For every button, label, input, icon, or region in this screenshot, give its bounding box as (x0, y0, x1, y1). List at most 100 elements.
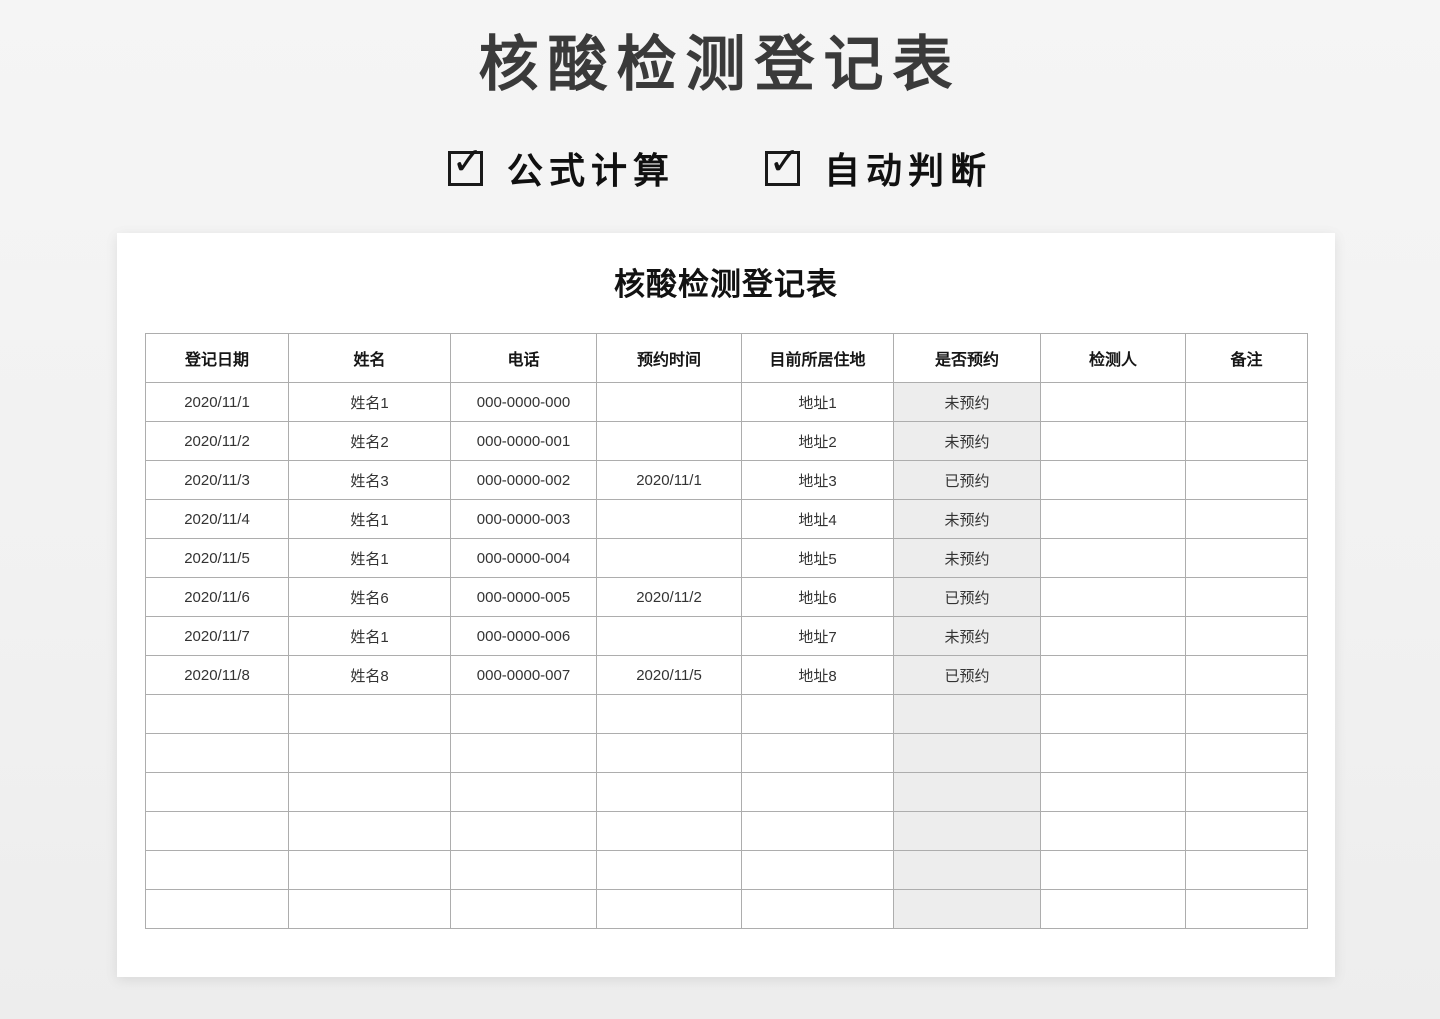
table-row: 2020/11/3 姓名3 000-0000-002 2020/11/1 地址3 已预约 (145, 460, 1308, 500)
cell-register-date (145, 889, 289, 929)
cell-appointment-time (596, 382, 742, 422)
table-row (145, 733, 1308, 773)
cell-current-address: 地址2 (741, 421, 894, 461)
cell-name (288, 694, 451, 734)
cell-phone: 000-0000-000 (450, 382, 597, 422)
cell-current-address (741, 772, 894, 812)
cell-register-date: 2020/11/4 (145, 499, 289, 539)
cell-tester (1040, 616, 1186, 656)
col-header-is-booked: 是否预约 (893, 333, 1041, 383)
page-title: 核酸检测登记表 (478, 30, 962, 100)
cell-appointment-time (596, 538, 742, 578)
col-header-current-address: 目前所居住地 (741, 333, 894, 383)
cell-appointment-time: 2020/11/2 (596, 577, 742, 617)
cell-register-date (145, 733, 289, 773)
cell-remark (1185, 382, 1308, 422)
cell-remark (1185, 460, 1308, 500)
cell-is-booked: 已预约 (893, 655, 1041, 695)
cell-register-date: 2020/11/6 (145, 577, 289, 617)
feature-label-auto-judge: 自动判断 (824, 150, 993, 192)
template-preview-card: 核酸检测登记表 登记日期 姓名 电话 预约时间 目前所居住地 是否预约 检测人 … (117, 233, 1335, 977)
cell-tester (1040, 655, 1186, 695)
table-row: 2020/11/7 姓名1 000-0000-006 地址7 未预约 (145, 616, 1308, 656)
cell-name (288, 811, 451, 851)
checkbox-checked-icon[interactable]: ✓ (765, 142, 800, 186)
cell-current-address: 地址6 (741, 577, 894, 617)
cell-appointment-time (596, 733, 742, 773)
cell-register-date (145, 694, 289, 734)
cell-remark (1185, 850, 1308, 890)
cell-name: 姓名1 (288, 499, 451, 539)
cell-register-date: 2020/11/1 (145, 382, 289, 422)
cell-register-date (145, 850, 289, 890)
cell-phone: 000-0000-005 (450, 577, 597, 617)
table-row: 2020/11/1 姓名1 000-0000-000 地址1 未预约 (145, 382, 1308, 422)
cell-name (288, 733, 451, 773)
table-row (145, 772, 1308, 812)
cell-appointment-time (596, 811, 742, 851)
cell-register-date: 2020/11/7 (145, 616, 289, 656)
cell-phone: 000-0000-002 (450, 460, 597, 500)
cell-remark (1185, 577, 1308, 617)
cell-current-address (741, 811, 894, 851)
registration-table: 登记日期 姓名 电话 预约时间 目前所居住地 是否预约 检测人 备注 2020/… (145, 333, 1308, 929)
cell-current-address: 地址7 (741, 616, 894, 656)
cell-remark (1185, 538, 1308, 578)
cell-is-booked: 已预约 (893, 577, 1041, 617)
cell-remark (1185, 421, 1308, 461)
table-row: 2020/11/5 姓名1 000-0000-004 地址5 未预约 (145, 538, 1308, 578)
cell-phone (450, 889, 597, 929)
cell-remark (1185, 733, 1308, 773)
cell-remark (1185, 655, 1308, 695)
cell-is-booked: 未预约 (893, 538, 1041, 578)
cell-tester (1040, 460, 1186, 500)
cell-tester (1040, 811, 1186, 851)
cell-appointment-time: 2020/11/1 (596, 460, 742, 500)
cell-is-booked: 未预约 (893, 616, 1041, 656)
cell-register-date: 2020/11/2 (145, 421, 289, 461)
table-row (145, 694, 1308, 734)
cell-appointment-time: 2020/11/5 (596, 655, 742, 695)
cell-tester (1040, 850, 1186, 890)
cell-current-address: 地址8 (741, 655, 894, 695)
cell-name: 姓名8 (288, 655, 451, 695)
cell-remark (1185, 616, 1308, 656)
cell-tester (1040, 421, 1186, 461)
cell-register-date (145, 811, 289, 851)
cell-is-booked: 未预约 (893, 499, 1041, 539)
cell-phone: 000-0000-004 (450, 538, 597, 578)
cell-tester (1040, 694, 1186, 734)
cell-remark (1185, 811, 1308, 851)
cell-phone: 000-0000-007 (450, 655, 597, 695)
cell-current-address: 地址3 (741, 460, 894, 500)
cell-remark (1185, 694, 1308, 734)
cell-tester (1040, 733, 1186, 773)
feature-formula-calc: ✓ 公式计算 (447, 142, 675, 194)
cell-current-address (741, 889, 894, 929)
cell-current-address: 地址5 (741, 538, 894, 578)
cell-current-address: 地址4 (741, 499, 894, 539)
checkbox-checked-icon[interactable]: ✓ (447, 142, 483, 186)
cell-tester (1040, 538, 1186, 578)
cell-phone: 000-0000-006 (450, 616, 597, 656)
cell-name: 姓名1 (288, 538, 451, 578)
cell-tester (1040, 889, 1186, 929)
cell-phone: 000-0000-003 (450, 499, 597, 539)
cell-is-booked (893, 811, 1041, 851)
feature-row: ✓ 公式计算 ✓ 自动判断 (0, 142, 1440, 194)
cell-appointment-time (596, 889, 742, 929)
cell-register-date (145, 772, 289, 812)
cell-is-booked (893, 772, 1041, 812)
col-header-phone: 电话 (450, 333, 597, 383)
col-header-name: 姓名 (288, 333, 451, 383)
table-row: 2020/11/6 姓名6 000-0000-005 2020/11/2 地址6 已预约 (145, 577, 1308, 617)
cell-current-address (741, 694, 894, 734)
table-row: 2020/11/8 姓名8 000-0000-007 2020/11/5 地址8 已预约 (145, 655, 1308, 695)
col-header-appointment-time: 预约时间 (596, 333, 742, 383)
cell-name: 姓名6 (288, 577, 451, 617)
cell-tester (1040, 499, 1186, 539)
table-row (145, 811, 1308, 851)
cell-name (288, 889, 451, 929)
cell-name: 姓名1 (288, 382, 451, 422)
table-row (145, 889, 1308, 929)
